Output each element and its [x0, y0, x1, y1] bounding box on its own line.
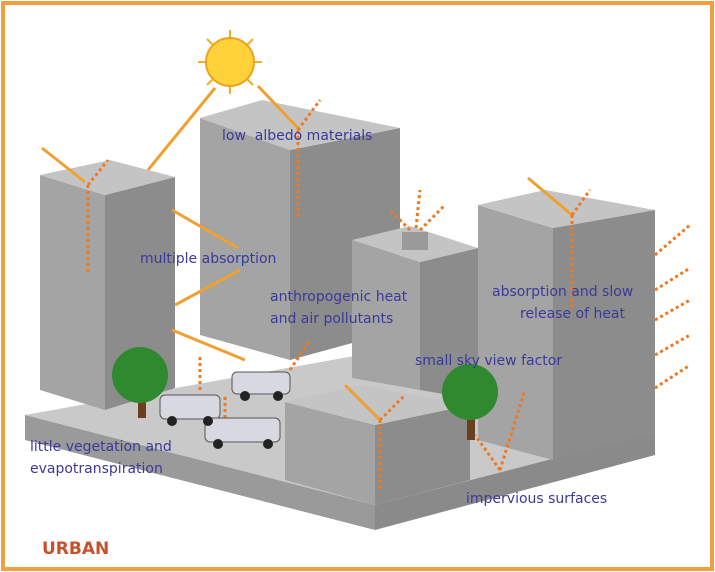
label: anthropogenic heat: [270, 289, 408, 305]
label: evapotranspiration: [30, 461, 163, 477]
label: little vegetation and: [30, 439, 172, 455]
label: small sky view factor: [415, 353, 562, 369]
label: release of heat: [520, 306, 626, 322]
label: impervious surfaces: [466, 491, 607, 507]
footer: URBAN: [42, 539, 109, 559]
label: absorption and slow: [492, 284, 633, 300]
label: multiple absorption: [140, 251, 276, 267]
diagram: low albedo materials multiple absorption…: [0, 0, 715, 572]
label: and air pollutants: [270, 311, 393, 327]
label: low albedo materials: [222, 128, 372, 144]
